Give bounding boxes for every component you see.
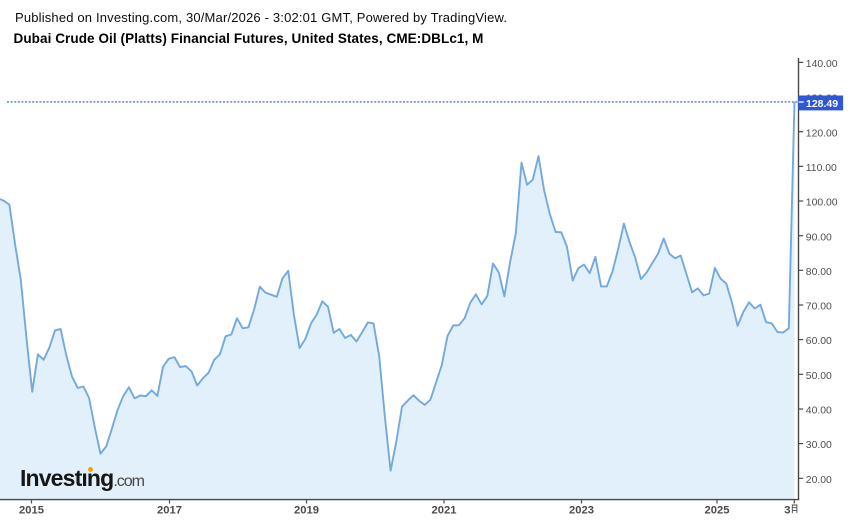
svg-text:120.00: 120.00 bbox=[806, 128, 838, 139]
svg-text:3: 3 bbox=[784, 504, 790, 516]
svg-text:80.00: 80.00 bbox=[806, 267, 832, 278]
svg-text:30.00: 30.00 bbox=[806, 440, 832, 451]
svg-text:2015: 2015 bbox=[19, 504, 44, 516]
svg-text:2019: 2019 bbox=[294, 504, 319, 516]
svg-text:100.00: 100.00 bbox=[806, 198, 838, 209]
svg-text:60.00: 60.00 bbox=[806, 336, 832, 347]
svg-text:140.00: 140.00 bbox=[806, 59, 838, 70]
svg-text:128.49: 128.49 bbox=[806, 98, 838, 110]
svg-text:40.00: 40.00 bbox=[806, 406, 832, 417]
svg-text:2017: 2017 bbox=[157, 504, 182, 516]
svg-text:110.00: 110.00 bbox=[806, 163, 837, 174]
svg-text:20.00: 20.00 bbox=[806, 475, 832, 486]
svg-text:2023: 2023 bbox=[569, 504, 594, 516]
svg-text:70.00: 70.00 bbox=[806, 302, 832, 313]
svg-text:90.00: 90.00 bbox=[806, 232, 832, 243]
svg-text:50.00: 50.00 bbox=[806, 371, 832, 382]
svg-text:2021: 2021 bbox=[432, 504, 457, 516]
svg-text:2025: 2025 bbox=[705, 504, 730, 516]
